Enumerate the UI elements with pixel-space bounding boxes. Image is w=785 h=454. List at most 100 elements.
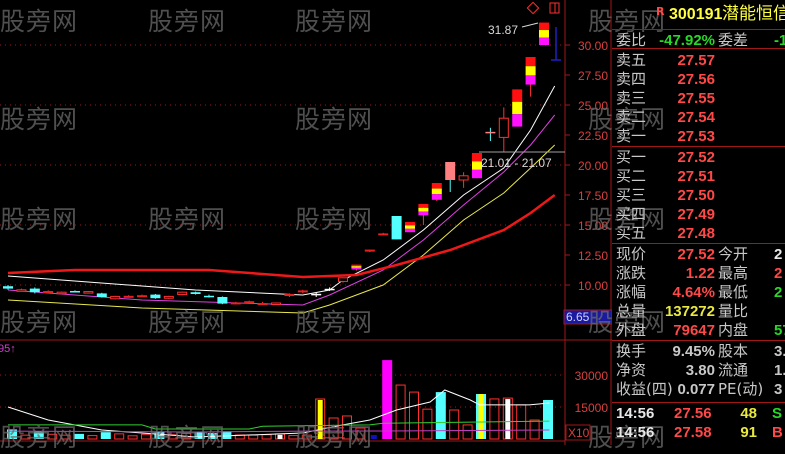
volume-bar[interactable] [395, 384, 406, 440]
tick-row[interactable]: 14:56 27.56 48 S [612, 404, 785, 423]
volume-bar[interactable] [449, 409, 460, 440]
volume-bar[interactable] [370, 435, 377, 439]
volume-bar[interactable] [543, 399, 553, 439]
candle[interactable] [96, 292, 107, 298]
divider [612, 340, 785, 341]
volume-bar[interactable] [141, 433, 151, 440]
volume-bar[interactable] [315, 398, 326, 440]
volume-bar[interactable] [328, 417, 339, 440]
volume-bar[interactable] [74, 433, 84, 439]
candle[interactable] [378, 232, 389, 236]
volume-bar[interactable] [529, 419, 540, 440]
volume-bar-body [20, 434, 31, 440]
candle[interactable] [56, 291, 67, 295]
volume-bar[interactable] [382, 360, 393, 439]
candle[interactable] [190, 291, 201, 295]
volume-bar-body [382, 360, 393, 439]
volume-unit-box [565, 424, 591, 441]
candle[interactable] [297, 289, 308, 294]
candle[interactable] [257, 301, 268, 305]
volume-bar[interactable] [100, 432, 111, 439]
volume-indicator-label: 95↑ [0, 343, 16, 355]
volume-bar[interactable] [476, 394, 486, 439]
candle[interactable] [405, 222, 415, 233]
candle[interactable] [271, 302, 281, 305]
candle[interactable] [83, 291, 94, 294]
candle[interactable] [150, 294, 161, 299]
volume-bar[interactable] [7, 429, 17, 439]
candle[interactable] [418, 204, 429, 225]
candle[interactable] [244, 300, 255, 304]
candle[interactable] [525, 57, 536, 97]
candle[interactable] [324, 287, 335, 291]
kline-chart[interactable]: 30.00 27.50 25.00 22.50 20.00 17.50 15.00 12.50… [0, 0, 612, 445]
tick-row[interactable]: 14:56 27.58 139 B [612, 442, 785, 445]
volume-bar[interactable] [435, 392, 446, 439]
candle[interactable] [43, 290, 54, 293]
candle[interactable] [391, 216, 402, 240]
volume-bar-body [543, 399, 553, 439]
candle-body [445, 162, 456, 180]
candle[interactable] [512, 89, 523, 127]
volume-bar[interactable] [154, 431, 165, 439]
volume-bar[interactable] [167, 434, 178, 440]
volume-bar[interactable] [47, 433, 58, 440]
candle[interactable] [498, 107, 509, 152]
volume-average-line-2 [7, 429, 550, 433]
candle[interactable] [431, 183, 442, 201]
candle[interactable] [364, 249, 375, 252]
candle[interactable] [163, 295, 174, 299]
volume-bar[interactable] [342, 415, 352, 440]
quote-row: 卖三 27.55 [612, 89, 785, 108]
candle-body [150, 294, 161, 299]
volume-bar[interactable] [462, 424, 473, 440]
price-tick-label: 30.00 [578, 39, 608, 53]
volume-bar[interactable] [301, 434, 312, 440]
volume-bar[interactable] [489, 398, 500, 440]
volume-bar[interactable] [409, 391, 419, 440]
volume-bar[interactable] [275, 433, 285, 440]
candle[interactable] [177, 291, 188, 296]
volume-bar[interactable] [261, 434, 272, 440]
candle[interactable] [123, 295, 134, 298]
candle-body [512, 101, 523, 115]
candle[interactable] [472, 153, 482, 179]
volume-bar[interactable] [221, 431, 232, 439]
candle[interactable] [485, 127, 496, 141]
candle[interactable] [230, 301, 241, 305]
stat-label: 量比 [718, 302, 749, 320]
candle[interactable] [204, 294, 214, 298]
candle[interactable] [217, 296, 228, 305]
diamond-icon[interactable] [526, 1, 540, 15]
volume-bar[interactable] [355, 427, 366, 440]
volume-bar[interactable] [288, 435, 299, 440]
candle[interactable] [137, 294, 147, 298]
volume-bar[interactable] [194, 432, 205, 439]
candle[interactable] [311, 292, 322, 297]
volume-bar[interactable] [60, 434, 71, 440]
quote-row: 买五 27.48 [612, 224, 785, 243]
volume-bar[interactable] [127, 435, 138, 440]
candle[interactable] [110, 295, 121, 300]
candle[interactable] [445, 162, 456, 192]
moving-average-line-0 [7, 85, 556, 296]
candle[interactable] [351, 264, 362, 271]
candle[interactable] [338, 277, 348, 283]
volume-bar[interactable] [20, 434, 31, 440]
tick-row[interactable]: 14:56 27.58 91 B [612, 423, 785, 442]
candle-body [190, 292, 201, 294]
candle[interactable] [284, 293, 295, 297]
volume-bar[interactable] [114, 433, 125, 440]
candle[interactable] [458, 172, 469, 188]
volume-bar[interactable] [248, 434, 259, 440]
volume-bar[interactable] [33, 431, 44, 439]
candle[interactable] [70, 290, 80, 293]
candle[interactable] [16, 288, 27, 292]
price-tick-label: 10.00 [578, 279, 608, 293]
volume-bar[interactable] [87, 435, 98, 440]
candle[interactable] [3, 285, 13, 290]
candle[interactable] [29, 287, 40, 294]
volume-bar[interactable] [422, 408, 433, 440]
volume-bar[interactable] [502, 397, 513, 440]
candle[interactable] [539, 22, 549, 45]
